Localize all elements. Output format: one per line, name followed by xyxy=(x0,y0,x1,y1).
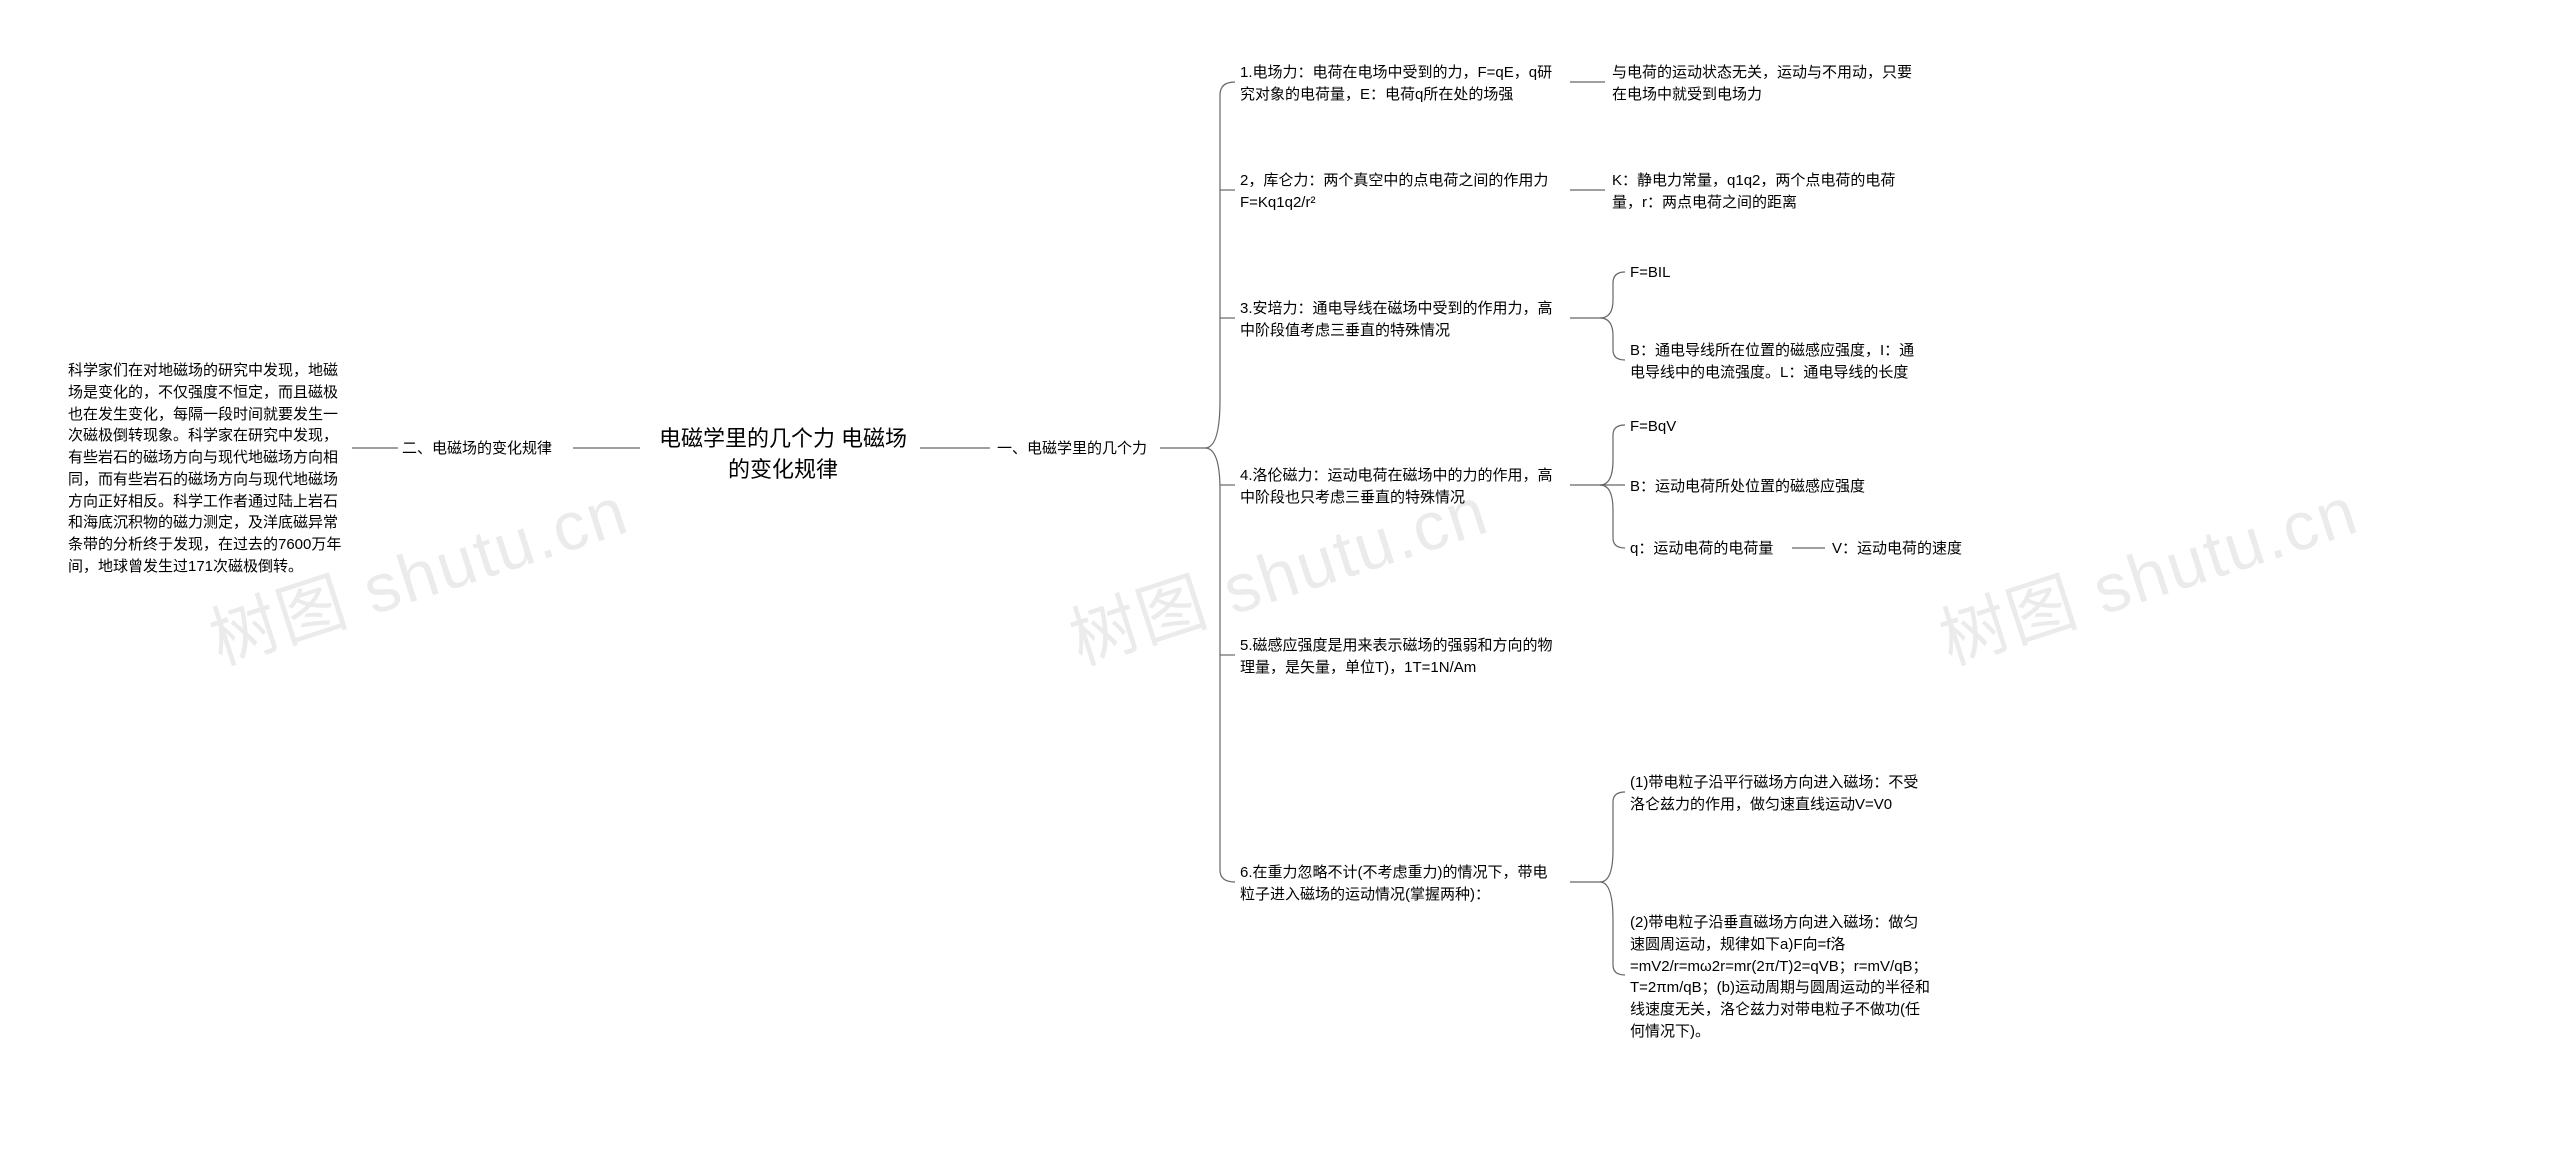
right-item-3-sub-2: B：通电导线所在位置的磁感应强度，I：通电导线中的电流强度。L：通电导线的长度 xyxy=(1630,340,1922,384)
right-item-4-sub-3-sub: V：运动电荷的速度 xyxy=(1832,538,1992,560)
right-item-6: 6.在重力忽略不计(不考虑重力)的情况下，带电粒子进入磁场的运动情况(掌握两种)… xyxy=(1240,862,1562,906)
right-item-3-sub-1: F=BIL xyxy=(1630,262,1910,284)
right-item-4: 4.洛伦磁力：运动电荷在磁场中的力的作用，高中阶段也只考虑三垂直的特殊情况 xyxy=(1240,465,1562,509)
right-item-6-sub-2: (2)带电粒子沿垂直磁场方向进入磁场：做匀速圆周运动，规律如下a)F向=f洛=m… xyxy=(1630,912,1930,1043)
right-item-2: 2，库仑力：两个真空中的点电荷之间的作用力F=Kq1q2/r² xyxy=(1240,170,1562,214)
center-line-1: 电磁学里的几个力 电磁场 xyxy=(659,426,907,451)
right-item-1: 1.电场力：电荷在电场中受到的力，F=qE，q研究对象的电荷量，E：电荷q所在处… xyxy=(1240,62,1562,106)
center-node: 电磁学里的几个力 电磁场 的变化规律 xyxy=(643,424,923,486)
center-line-2: 的变化规律 xyxy=(728,457,838,482)
right-item-2-sub-1: K：静电力常量，q1q2，两个点电荷的电荷量，r：两点电荷之间的距离 xyxy=(1612,170,1912,214)
right-item-4-sub-2: B：运动电荷所处位置的磁感应强度 xyxy=(1630,476,1910,498)
left-branch-label: 二、电磁场的变化规律 xyxy=(402,438,572,460)
right-item-1-sub-1: 与电荷的运动状态无关，运动与不用动，只要在电场中就受到电场力 xyxy=(1612,62,1912,106)
right-item-4-sub-1: F=BqV xyxy=(1630,416,1910,438)
right-item-5: 5.磁感应强度是用来表示磁场的强弱和方向的物理量，是矢量，单位T)，1T=1N/… xyxy=(1240,635,1562,679)
watermark: 树图 shutu.cn xyxy=(1925,455,2368,683)
right-item-4-sub-3: q：运动电荷的电荷量 xyxy=(1630,538,1790,560)
right-item-3: 3.安培力：通电导线在磁场中受到的作用力，高中阶段值考虑三垂直的特殊情况 xyxy=(1240,298,1562,342)
right-branch-label: 一、电磁学里的几个力 xyxy=(997,438,1167,460)
left-paragraph: 科学家们在对地磁场的研究中发现，地磁场是变化的，不仅强度不恒定，而且磁极也在发生… xyxy=(68,360,350,578)
right-item-6-sub-1: (1)带电粒子沿平行磁场方向进入磁场：不受洛仑兹力的作用，做匀速直线运动V=V0 xyxy=(1630,772,1930,816)
